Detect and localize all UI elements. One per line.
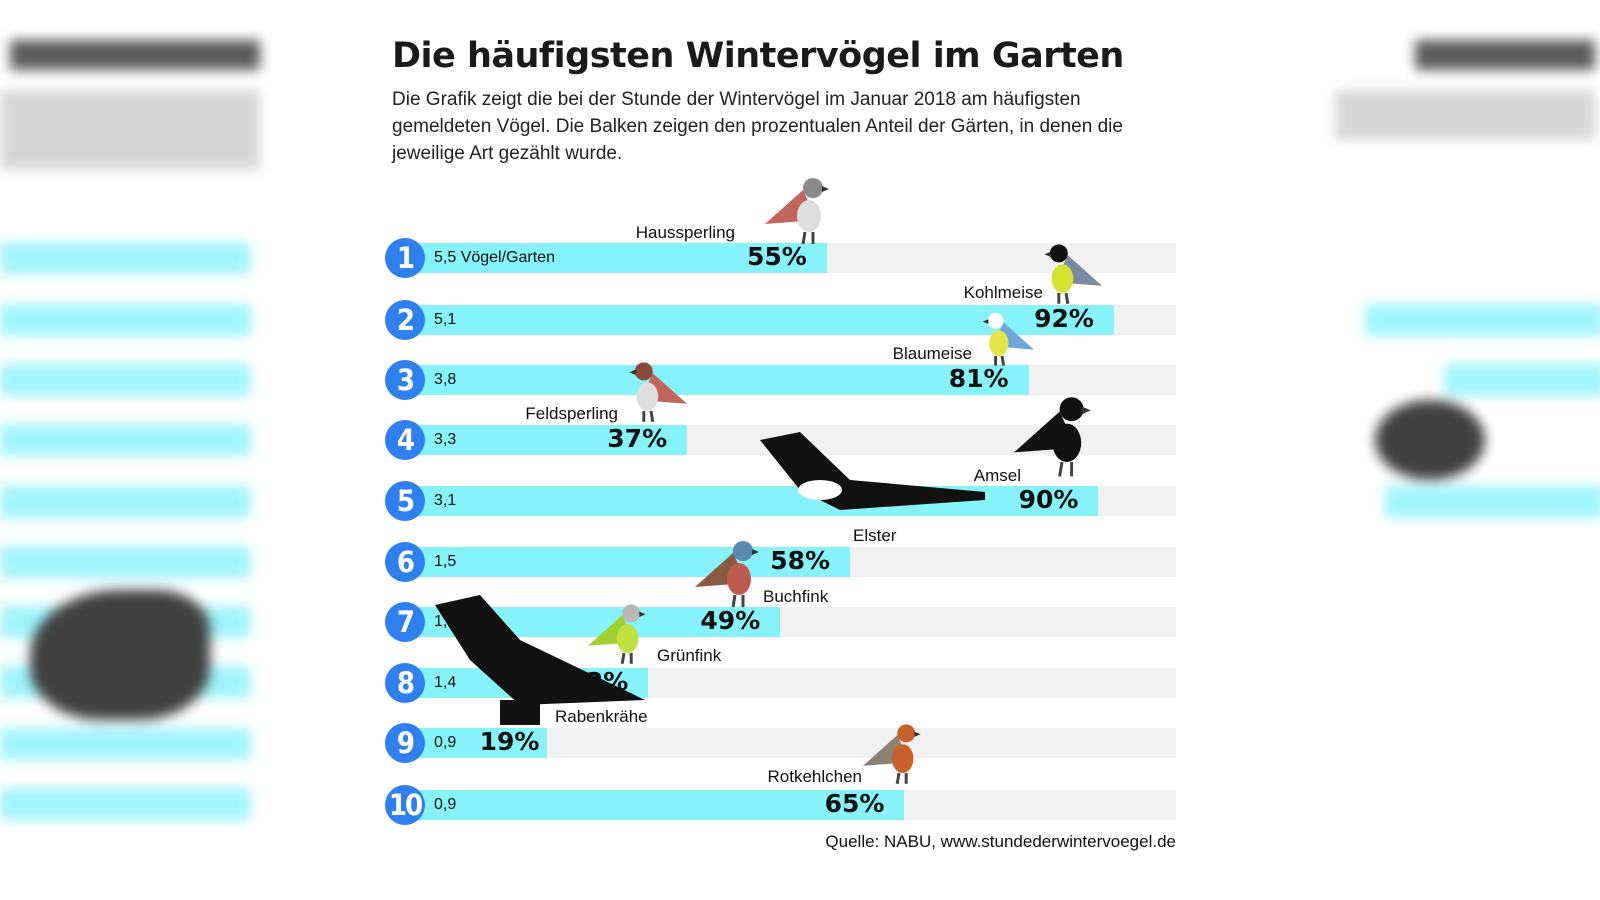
- rotkehlchen-icon-belly: [891, 744, 914, 773]
- buchfink-icon-leg: [731, 594, 737, 608]
- birds-per-garden: 0,9: [434, 734, 457, 751]
- value-label: 81%: [948, 364, 1009, 393]
- amsel-icon-belly: [1052, 423, 1082, 462]
- category-label: Haussperling: [635, 223, 735, 242]
- bar-track: [400, 790, 1176, 820]
- gruenfink-icon-leg: [620, 652, 626, 665]
- category-label: Grünfink: [657, 646, 722, 665]
- value-label: 19%: [479, 727, 540, 756]
- haussperling-icon-belly: [797, 200, 821, 232]
- feldsperling-icon-belly: [636, 382, 659, 411]
- bar-track: [400, 486, 1176, 516]
- bar-blaumeise: [400, 365, 1029, 395]
- kohlmeise-icon-leg: [1064, 292, 1070, 305]
- category-label: Rabenkrähe: [555, 707, 648, 726]
- elster-belly-icon: [798, 480, 842, 500]
- rank-badge: 4: [385, 420, 425, 460]
- blaumeise-icon-beak: [982, 319, 989, 324]
- rabenkraehe-legs-icon: [500, 700, 540, 725]
- bar-feldsperling: [400, 425, 688, 455]
- bar-track: [400, 243, 1176, 273]
- blurred-left-panel: [0, 30, 270, 850]
- chart-subtitle: Die Grafik zeigt die bei der Stunde der …: [392, 89, 1123, 164]
- rank-badge: 8: [385, 663, 425, 703]
- chart-title: Die häufigsten Wintervögel im Garten: [392, 36, 1124, 76]
- category-label: Kohlmeise: [963, 283, 1043, 302]
- rank-badge: 2: [385, 300, 425, 340]
- bar-track: [400, 365, 1176, 395]
- category-label: Feldsperling: [525, 404, 618, 423]
- birds-per-garden: 1,5: [434, 553, 457, 570]
- feldsperling-icon-head: [634, 362, 653, 381]
- bar-elster: [400, 547, 851, 577]
- rotkehlchen-icon-leg: [895, 772, 901, 785]
- rank-badge: 1: [385, 238, 425, 278]
- birds-per-garden: 1,4: [434, 674, 457, 691]
- haussperling-icon-leg: [801, 231, 807, 245]
- rank-badge: 3: [385, 360, 425, 400]
- amsel-icon-head: [1059, 397, 1084, 422]
- blaumeise-icon-belly: [989, 330, 1009, 357]
- amsel-icon-beak: [1082, 406, 1091, 414]
- value-label: 92%: [1034, 304, 1094, 333]
- birds-per-garden: 5,5 Vögel/Garten: [434, 249, 555, 266]
- bar-track: [400, 547, 1176, 577]
- gruenfink-icon-head: [622, 604, 641, 623]
- value-label: 37%: [607, 424, 668, 453]
- rotkehlchen-icon-beak: [914, 731, 921, 737]
- rotkehlchen-icon-head: [897, 724, 916, 743]
- value-label: 49%: [700, 606, 761, 635]
- birds-per-garden: 3,8: [434, 371, 457, 388]
- buchfink-icon-beak: [752, 549, 759, 555]
- birds-per-garden: 0,9: [434, 796, 457, 813]
- elster-icon: [760, 432, 985, 510]
- gruenfink-icon-belly: [616, 624, 639, 653]
- rank-badge: 7: [385, 602, 425, 642]
- kohlmeise-icon-beak: [1044, 251, 1051, 257]
- haussperling-icon-head: [803, 178, 823, 198]
- rank-badge: 6: [385, 542, 425, 582]
- rank-badge: 10: [385, 785, 425, 825]
- value-label: 65%: [824, 789, 885, 818]
- birds-per-garden: 3,1: [434, 492, 457, 509]
- birds-per-garden: 3,3: [434, 431, 457, 448]
- rank-badge: 5: [385, 481, 425, 521]
- category-label: Amsel: [973, 466, 1021, 485]
- kohlmeise-icon-belly: [1051, 264, 1074, 293]
- gruenfink-icon-beak: [639, 611, 646, 617]
- amsel-icon-leg: [1058, 461, 1064, 477]
- category-label: Elster: [853, 526, 897, 545]
- feldsperling-icon-beak: [629, 369, 636, 376]
- haussperling-icon-beak: [822, 186, 829, 192]
- value-label: 55%: [746, 242, 807, 271]
- buchfink-icon-belly: [727, 563, 751, 595]
- value-label: 58%: [770, 546, 831, 575]
- bar-haussperling: [400, 243, 827, 273]
- bar-rotkehlchen: [400, 790, 905, 820]
- rabenkraehe-icon: [435, 595, 645, 705]
- blurred-right-panel: [1305, 30, 1600, 850]
- birds-per-garden: 5,1: [434, 311, 457, 328]
- kohlmeise-icon-head: [1049, 244, 1068, 263]
- category-label: Blaumeise: [892, 344, 972, 363]
- rank-badge: 9: [385, 723, 425, 763]
- blaumeise-icon-head: [987, 312, 1004, 329]
- blaumeise-icon-leg: [1000, 355, 1006, 366]
- bar-amsel: [400, 486, 1099, 516]
- category-label: Rotkehlchen: [767, 767, 862, 786]
- feldsperling-icon-leg: [649, 410, 655, 423]
- buchfink-icon-head: [733, 541, 753, 561]
- value-label: 90%: [1018, 485, 1079, 514]
- category-label: Buchfink: [763, 587, 829, 606]
- source-note: Quelle: NABU, www.stundederwintervoegel.…: [825, 832, 1176, 851]
